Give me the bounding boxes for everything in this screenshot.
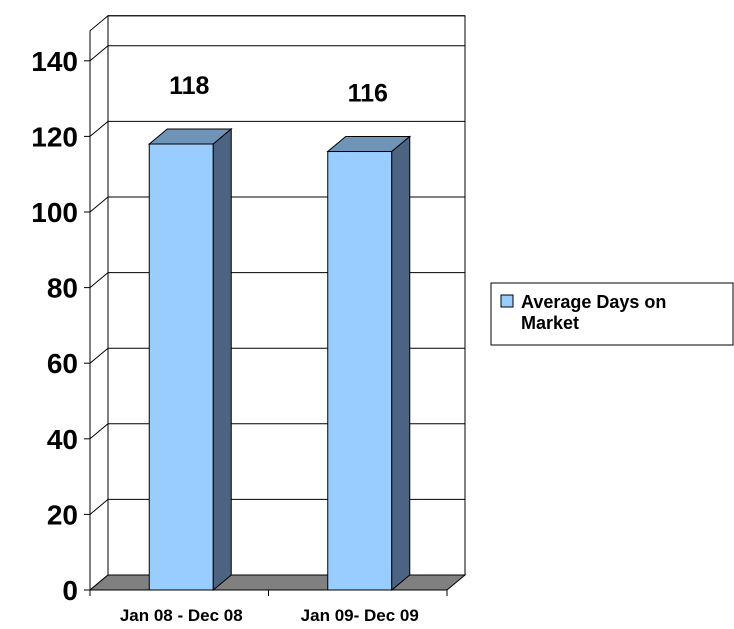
chart-floor [88,574,467,596]
bar-side [212,127,232,592]
y-tick-label: 40 [47,424,78,455]
gridline-side [89,347,109,364]
gridline-side [89,196,109,213]
y-tick-label: 20 [47,499,78,530]
legend-label: Average Days on [521,292,666,312]
gridline-side [89,121,109,137]
y-tick-label: 140 [31,46,78,77]
data-label: 118 [169,72,209,100]
bar-front [327,151,393,591]
data-label: 116 [348,80,388,108]
legend-label: Market [521,313,579,333]
y-tick-label: 100 [31,197,78,228]
y-tick-label: 80 [47,273,78,304]
gridline-side [89,499,109,515]
legend-box [490,282,734,346]
bar-side [391,135,411,592]
y-tick-label: 60 [47,348,78,379]
gridline-side [89,45,109,62]
y-tick-label: 120 [31,121,78,152]
x-tick-label: Jan 08 - Dec 08 [120,606,243,625]
bars-layer [147,127,412,592]
bar [326,135,412,592]
y-tick-label: 0 [62,575,78,606]
side-wall [89,14,109,592]
gridline-side [89,423,109,440]
bar-front [148,143,214,591]
labels-layer: 118 Jan 08 - Dec 08 116 Jan 09- Dec 09 [120,72,419,625]
bar [147,127,233,592]
x-tick-label: Jan 09- Dec 09 [301,606,419,625]
gridline-side [89,272,109,288]
floor-plane [88,574,467,591]
legend-swatch [500,294,514,308]
